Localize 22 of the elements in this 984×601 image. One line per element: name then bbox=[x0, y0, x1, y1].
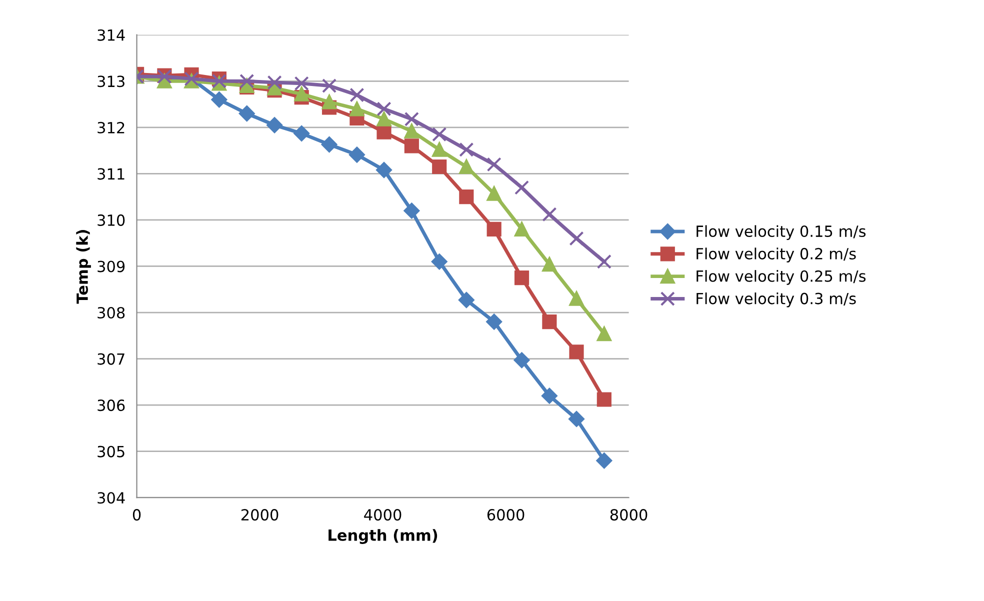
y-tick-label: 308 bbox=[98, 306, 125, 319]
x-tick-label: 8000 bbox=[610, 509, 648, 521]
x-axis-title: Length (mm) bbox=[328, 529, 438, 544]
y-tick-label: 309 bbox=[98, 260, 125, 272]
y-tick-label: 306 bbox=[98, 400, 125, 412]
y-tick-label: 304 bbox=[98, 492, 125, 504]
y-tick-label: 311 bbox=[98, 168, 124, 180]
legend-label: Flow velocity 0.3 m/s bbox=[696, 292, 856, 308]
y-tick-label: 314 bbox=[98, 29, 125, 41]
x-tick-label: 6000 bbox=[487, 509, 524, 521]
y-axis-title: Temp (k) bbox=[76, 230, 91, 304]
legend-label: Flow velocity 0.15 m/s bbox=[696, 225, 866, 240]
y-tick-label: 307 bbox=[98, 353, 124, 365]
y-tick-label: 313 bbox=[98, 76, 124, 88]
legend-label: Flow velocity 0.25 m/s bbox=[696, 270, 866, 285]
x-tick-label: 0 bbox=[132, 509, 141, 521]
x-tick-label: 4000 bbox=[364, 509, 402, 521]
x-tick-label: 2000 bbox=[241, 509, 278, 521]
legend-label: Flow velocity 0.2 m/s bbox=[696, 248, 856, 262]
y-tick-label: 310 bbox=[98, 214, 125, 226]
y-tick-label: 312 bbox=[98, 122, 124, 134]
y-tick-label: 305 bbox=[98, 446, 124, 458]
